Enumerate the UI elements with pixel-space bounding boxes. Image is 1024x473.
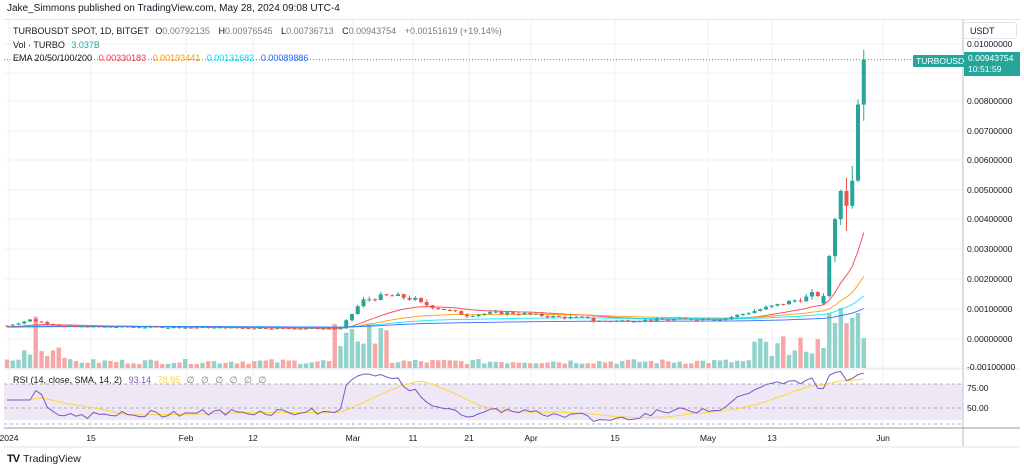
- price-tick: 0.00300000: [967, 244, 1013, 254]
- price-tick: 0.00400000: [967, 214, 1013, 224]
- rsi-tick: 75.00: [967, 383, 989, 393]
- price-tick: 0.00600000: [967, 155, 1013, 165]
- price-tick: 0.00000000: [967, 334, 1013, 344]
- volume-value: 3.037B: [71, 39, 100, 50]
- bar-countdown: 10:51:59: [968, 64, 1002, 74]
- rsi-value: 93.14: [128, 375, 152, 385]
- tradingview-brand[interactable]: TradingView: [23, 453, 81, 465]
- time-tick: Feb: [178, 433, 194, 443]
- volume-row: Vol · TURBO 3.037B: [13, 39, 502, 53]
- price-tick: 0.00200000: [967, 274, 1013, 284]
- high-value: 0.00976545: [224, 26, 273, 36]
- time-tick: Apr: [524, 433, 538, 443]
- rsi-tick: 50.00: [967, 403, 989, 413]
- price-tick: 0.00500000: [967, 185, 1013, 195]
- tradingview-logo-icon: TV: [7, 453, 20, 465]
- price-tick: 0.01000000: [967, 39, 1013, 49]
- last-price-label: 0.00943754 10:51:59: [964, 52, 1020, 76]
- time-tick: May: [699, 433, 717, 443]
- rsi-legend: RSI (14, close, SMA, 14, 2) 93.14 78.95 …: [13, 375, 267, 385]
- time-tick: 15: [86, 433, 96, 443]
- ohlc-row: TURBOUSDT SPOT, 1D, BITGET O0.00792135 H…: [13, 26, 502, 36]
- rsi-label[interactable]: RSI (14, close, SMA, 14, 2): [13, 375, 123, 385]
- price-tick: 0.00700000: [967, 126, 1013, 136]
- chart-legend: TURBOUSDT SPOT, 1D, BITGET O0.00792135 H…: [13, 25, 502, 66]
- change-value: +0.00151619 (+19.14%): [404, 26, 502, 36]
- time-tick: 13: [767, 433, 777, 443]
- time-tick: 12: [248, 433, 258, 443]
- open-value: 0.00792135: [162, 26, 210, 36]
- last-price-value: 0.00943754: [968, 53, 1014, 63]
- time-tick: 2024: [0, 433, 19, 443]
- publisher-line: Jake_Simmons published on TradingView.co…: [7, 3, 340, 14]
- ema100-value: 0.00131682: [206, 53, 255, 63]
- rsi-ma-value: 78.95: [157, 375, 181, 385]
- time-tick: 15: [610, 433, 620, 443]
- time-tick: Jun: [876, 433, 890, 443]
- price-tick: -0.00100000: [967, 362, 1016, 372]
- ema50-value: 0.00193441: [152, 53, 201, 63]
- price-tick: 0.00800000: [967, 96, 1013, 106]
- ema-row: EMA 20/50/100/200 0.00330183 0.00193441 …: [13, 52, 502, 66]
- close-value: 0.00943754: [348, 26, 397, 36]
- symbol-price-tag: TURBOUSDT: [913, 55, 973, 67]
- volume-label[interactable]: Vol · TURBO: [13, 39, 65, 50]
- ema-label[interactable]: EMA 20/50/100/200: [13, 53, 93, 63]
- chart-frame: [4, 19, 1020, 448]
- symbol-title[interactable]: TURBOUSDT SPOT, 1D, BITGET: [13, 26, 149, 36]
- time-tick: Mar: [345, 433, 361, 443]
- currency-selector[interactable]: USDT: [963, 22, 1017, 39]
- footer-branding: TV TradingView: [7, 453, 81, 465]
- low-value: 0.00736713: [286, 26, 334, 36]
- ema20-value: 0.00330183: [98, 53, 147, 63]
- time-tick: 11: [408, 433, 418, 443]
- ema200-value: 0.00089886: [260, 53, 309, 63]
- time-tick: 21: [464, 433, 474, 443]
- price-tick: 0.00100000: [967, 304, 1013, 314]
